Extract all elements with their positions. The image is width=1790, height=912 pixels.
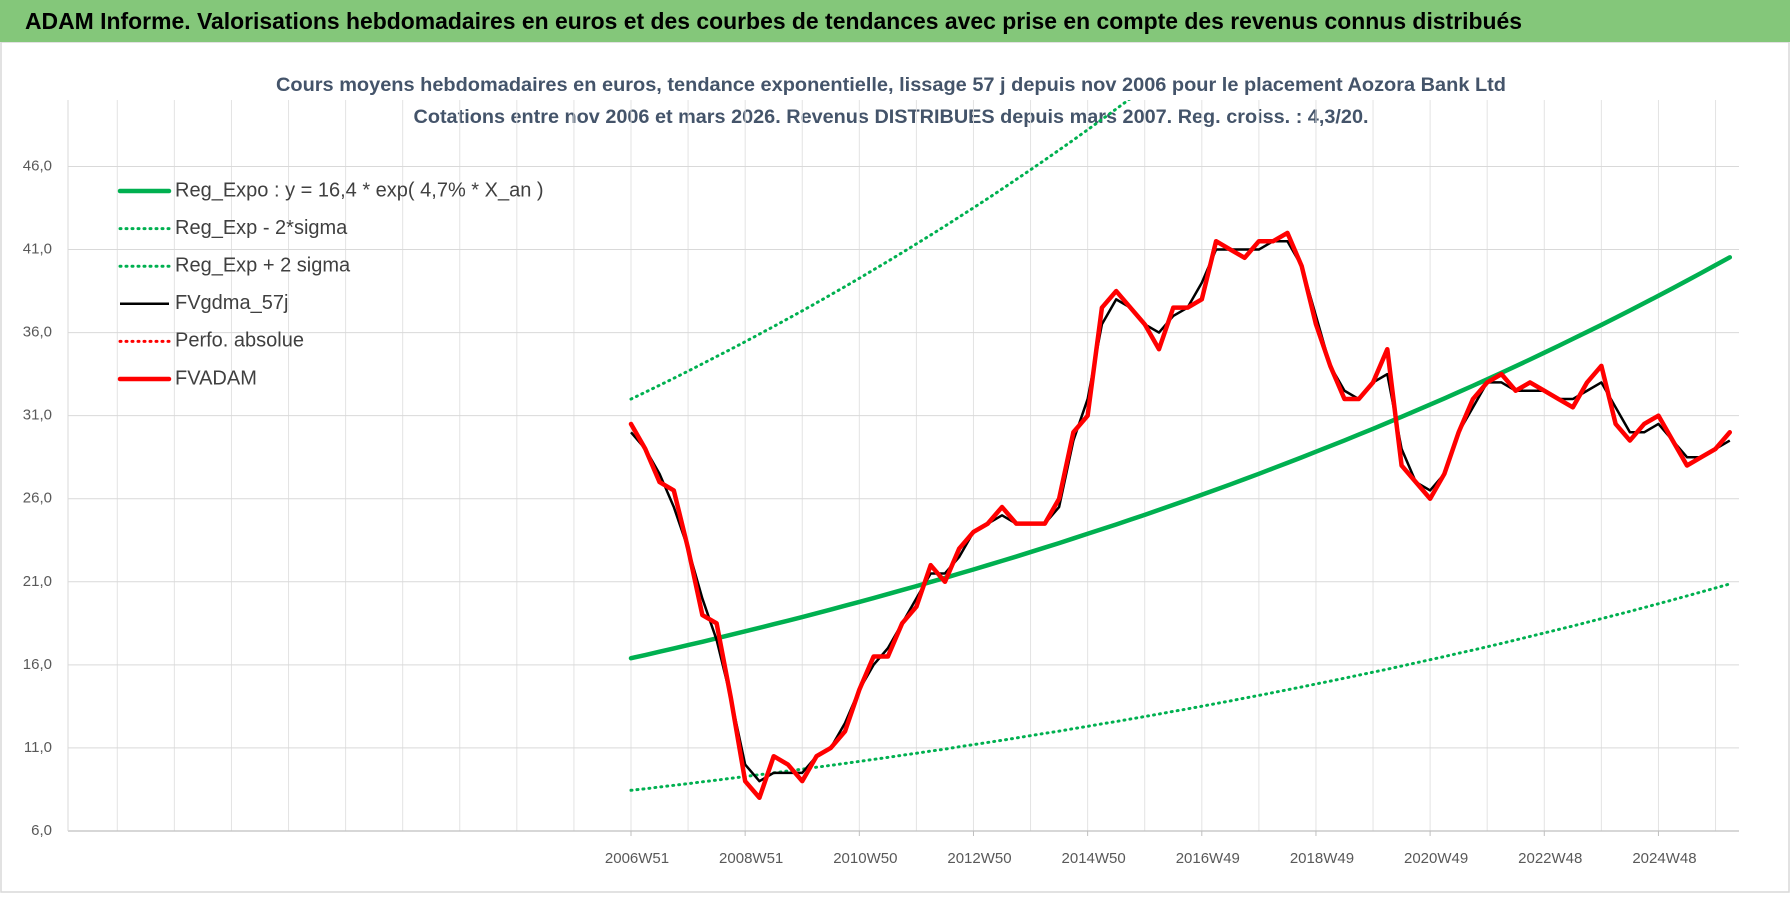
series-line — [629, 100, 1131, 401]
legend-label: Perfo. absolue — [175, 330, 304, 352]
axes: 6,0 11,0 16,0 21,0 26,0 31,0 36,0 41,0 46,0 2006W… — [23, 100, 1739, 867]
y-tick-label: 41,0 — [23, 240, 52, 257]
x-tick-label: 2020W49 — [1404, 850, 1468, 867]
chart-subtitle: Cotations entre nov 2006 et mars 2026. R… — [414, 107, 1369, 128]
x-tick-label: 2024W48 — [1632, 850, 1696, 867]
legend-label: Reg_Exp + 2 sigma — [175, 254, 351, 276]
legend: Reg_Expo : y = 16,4 * exp( 4,7% * X_an )… — [117, 179, 544, 389]
series-line — [629, 582, 1732, 792]
x-tick-label: 2016W49 — [1176, 850, 1240, 867]
x-tick-label: 2010W50 — [833, 850, 897, 867]
series-line — [628, 255, 1733, 661]
grid — [68, 100, 1739, 832]
x-tick-label: 2022W48 — [1518, 850, 1582, 867]
x-tick-label: 2012W50 — [947, 850, 1011, 867]
x-tick-label: 2014W50 — [1062, 850, 1126, 867]
legend-label: FVgdma_57j — [175, 292, 288, 314]
y-tick-label: 21,0 — [23, 573, 52, 590]
y-tick-label: 16,0 — [23, 656, 52, 673]
series-line — [628, 230, 1733, 801]
x-tick-label: 2008W51 — [719, 850, 783, 867]
header-title: ADAM Informe. Valorisations hebdomadaire… — [25, 8, 1522, 34]
chart-title: Cours moyens hebdomadaires en euros, ten… — [276, 75, 1506, 96]
y-tick-label: 46,0 — [23, 157, 52, 174]
y-tick-label: 6,0 — [31, 822, 52, 839]
x-tick-label: 2018W49 — [1290, 850, 1354, 867]
y-tick-label: 26,0 — [23, 490, 52, 507]
plot-lines — [628, 100, 1733, 801]
y-tick-label: 11,0 — [24, 739, 52, 756]
y-tick-label: 36,0 — [23, 324, 52, 341]
legend-label: FVADAM — [175, 367, 257, 389]
legend-label: Reg_Expo : y = 16,4 * exp( 4,7% * X_an ) — [175, 179, 544, 201]
y-tick-label: 31,0 — [23, 407, 52, 424]
x-tick-label: 2006W51 — [605, 850, 669, 867]
legend-label: Reg_Exp - 2*sigma — [175, 217, 348, 239]
header-bar — [0, 0, 1790, 42]
